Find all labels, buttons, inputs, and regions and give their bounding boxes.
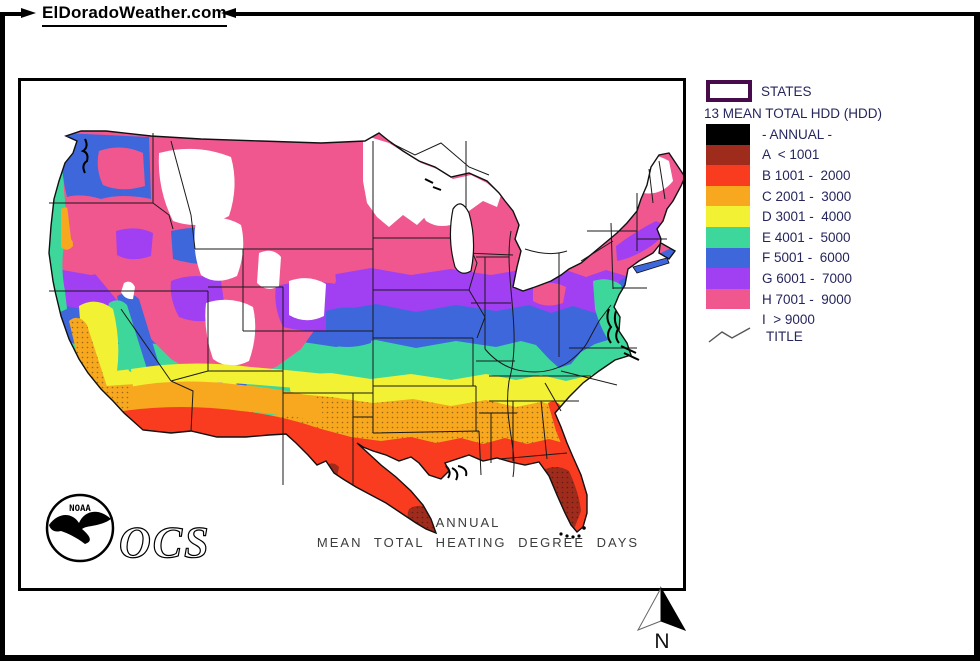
- frame-left: [0, 12, 5, 661]
- legend-row-f: F 5001 - 6000: [706, 247, 906, 269]
- legend-row-title: TITLE: [706, 326, 803, 346]
- legend-label: E 4001 - 5000: [762, 229, 851, 245]
- us-hdd-map: NOAA OCS: [45, 130, 683, 568]
- states-legend-swatch: [706, 80, 752, 102]
- title-arrow-right-icon: [21, 8, 36, 18]
- legend: - ANNUAL - A < 1001 B 1001 - 2000 C 2001…: [706, 124, 906, 330]
- noaa-logo: NOAA: [45, 493, 115, 563]
- legend-label: C 2001 - 3000: [762, 188, 852, 204]
- legend-label: G 6001 - 7000: [762, 270, 853, 286]
- site-title: ElDoradoWeather.com: [42, 3, 227, 27]
- title-zigzag-icon: [708, 327, 751, 343]
- legend-swatch-e: [706, 226, 750, 248]
- frame-right: [974, 12, 980, 661]
- legend-swatch-annual: [706, 124, 750, 145]
- legend-row-h: H 7001 - 9000: [706, 288, 906, 310]
- north-arrow: N: [630, 586, 694, 653]
- legend-label: B 1001 - 2000: [762, 167, 851, 183]
- ocs-logo-text: OCS: [119, 518, 211, 567]
- frame-bottom: [0, 655, 980, 661]
- legend-row-b: B 1001 - 2000: [706, 165, 906, 186]
- state-borders: [49, 133, 667, 485]
- legend-label: A < 1001: [762, 147, 820, 163]
- map-caption-line1: ANNUAL: [435, 515, 501, 530]
- legend-swatch-i: [706, 309, 750, 330]
- map-frame: NOAA OCS ANNUAL MEAN TOTAL HEATING DEGRE…: [18, 78, 686, 591]
- legend-row-g: G 6001 - 7000: [706, 268, 906, 289]
- legend-row-i: I > 9000: [706, 309, 906, 330]
- legend-row-annual: - ANNUAL -: [706, 124, 906, 145]
- legend-header: 13 MEAN TOTAL HDD (HDD): [704, 106, 883, 121]
- legend-label: I > 9000: [762, 312, 815, 328]
- states-legend-label: STATES: [761, 84, 812, 99]
- legend-swatch-f: [706, 247, 750, 269]
- legend-label: F 5001 - 6000: [762, 250, 850, 266]
- legend-swatch-g: [706, 268, 750, 289]
- legend-label: - ANNUAL -: [762, 126, 833, 142]
- legend-row-e: E 4001 - 5000: [706, 226, 906, 248]
- noaa-logo-text: NOAA: [69, 504, 91, 514]
- legend-row-d: D 3001 - 4000: [706, 206, 906, 227]
- legend-swatch-d: [706, 206, 750, 227]
- north-arrow-icon: [636, 586, 687, 631]
- us-outline: [48, 130, 683, 535]
- legend-swatch-a: [706, 144, 750, 166]
- north-label: N: [654, 630, 670, 653]
- frame-top-left-segment: [0, 12, 22, 16]
- frame-top-segment: [236, 12, 974, 16]
- legend-label: D 3001 - 4000: [762, 209, 852, 225]
- great-lakes: [449, 203, 670, 274]
- legend-title-label: TITLE: [766, 328, 803, 344]
- legend-swatch-c: [706, 185, 750, 207]
- map-caption-line2: MEAN TOTAL HEATING DEGREE DAYS: [316, 535, 640, 550]
- long-island: [632, 257, 670, 274]
- legend-label: H 7001 - 9000: [762, 291, 852, 307]
- title-arrow-left-icon: [221, 8, 236, 18]
- legend-row-a: A < 1001: [706, 144, 906, 166]
- legend-row-c: C 2001 - 3000: [706, 185, 906, 207]
- legend-swatch-h: [706, 288, 750, 310]
- legend-swatch-b: [706, 165, 750, 186]
